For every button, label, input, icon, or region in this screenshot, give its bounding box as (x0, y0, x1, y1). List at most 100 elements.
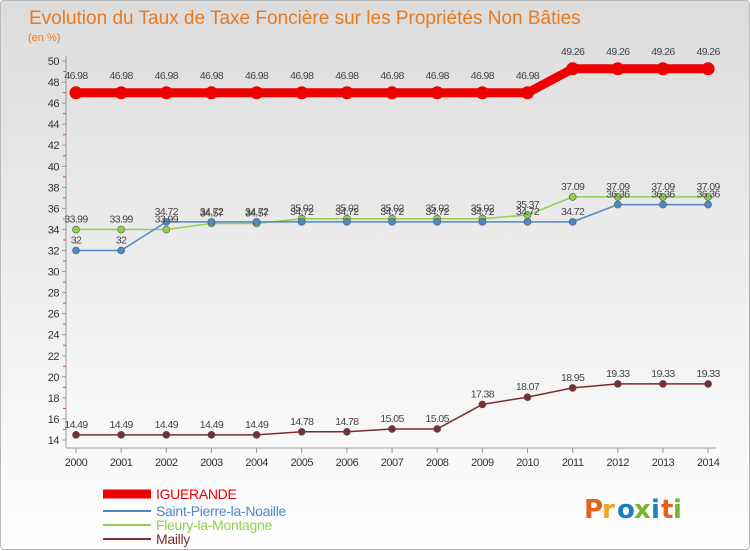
data-point (704, 193, 712, 201)
data-point (388, 218, 396, 226)
chart-title: Evolution du Taux de Taxe Foncière sur l… (29, 8, 581, 29)
y-tick-label: 42 (48, 140, 60, 152)
data-point (613, 193, 622, 201)
data-label: 34.57 (245, 207, 269, 219)
logo-letter: i (651, 495, 660, 525)
data-point (388, 425, 396, 433)
data-point (69, 86, 83, 100)
data-label: 18.95 (561, 372, 585, 384)
x-tick-label: 2006 (336, 457, 359, 469)
x-tick-label: 2001 (110, 457, 133, 469)
y-tick-label: 32 (48, 246, 60, 258)
data-point (72, 246, 80, 255)
data-label: 46.98 (200, 70, 224, 82)
x-tick-label: 2009 (471, 457, 494, 469)
data-label: 46.98 (245, 70, 269, 82)
data-point (659, 380, 667, 388)
data-label: 15.05 (380, 413, 404, 425)
data-point (659, 193, 667, 201)
legend-label: Mailly (156, 531, 190, 547)
data-label: 32 (71, 235, 82, 247)
data-point (568, 384, 577, 392)
data-label: 34.72 (561, 206, 585, 218)
y-tick-label: 30 (48, 267, 60, 279)
data-label: 34.72 (471, 206, 495, 218)
data-point (295, 86, 309, 100)
data-point (385, 86, 399, 100)
data-label: 37.09 (606, 181, 630, 193)
data-label: 46.98 (471, 70, 495, 82)
data-label: 35.02 (335, 203, 359, 215)
data-label: 35.02 (471, 203, 495, 215)
chart-subtitle: (en %) (28, 32, 60, 44)
data-point (207, 218, 216, 226)
x-tick-label: 2012 (607, 457, 630, 469)
data-point (475, 86, 489, 100)
data-label: 34.72 (516, 206, 540, 218)
y-tick-label: 14 (48, 435, 60, 447)
data-point (659, 200, 667, 209)
data-point (117, 246, 125, 255)
data-label: 32 (116, 235, 127, 247)
data-point (478, 218, 487, 226)
y-tick-label: 36 (48, 203, 60, 215)
data-point (114, 86, 128, 100)
data-point (162, 431, 171, 439)
y-tick-label: 24 (48, 330, 60, 342)
data-label: 19.33 (696, 368, 720, 380)
data-label: 14.49 (245, 419, 269, 431)
x-tick-label: 2013 (652, 457, 675, 469)
data-point (430, 86, 444, 100)
data-label: 49.26 (651, 46, 675, 58)
y-tick-label: 28 (48, 288, 60, 300)
data-point (613, 200, 622, 209)
y-tick-label: 38 (48, 182, 60, 194)
x-tick-label: 2014 (697, 457, 720, 469)
data-label: 34.72 (380, 206, 404, 218)
data-label: 36.36 (651, 189, 675, 201)
data-label: 14.78 (335, 416, 359, 428)
data-label: 34.72 (245, 206, 269, 218)
data-label: 46.98 (426, 70, 450, 82)
data-label: 37.09 (696, 181, 720, 193)
data-point (523, 393, 532, 401)
data-label: 37.09 (561, 181, 585, 193)
logo-letter: r (602, 495, 615, 525)
y-tick-label: 46 (48, 98, 60, 110)
data-point (613, 380, 622, 388)
data-point (340, 86, 354, 100)
data-point (704, 200, 712, 209)
x-tick-label: 2005 (291, 457, 314, 469)
y-tick-label: 44 (48, 119, 60, 131)
y-tick-label: 34 (48, 224, 60, 236)
data-label: 34.72 (290, 206, 314, 218)
y-tick-label: 40 (48, 161, 60, 173)
data-label: 34.72 (426, 206, 450, 218)
data-label: 35.02 (290, 203, 314, 215)
legend-label: Fleury-la-Montagne (156, 517, 272, 533)
x-tick-label: 2008 (426, 457, 449, 469)
data-label: 14.49 (110, 419, 134, 431)
data-label: 46.98 (290, 70, 314, 82)
legend: IGUERANDESaint-Pierre-la-NoailleFleury-l… (103, 486, 287, 547)
x-ticks: 2000 2001 2002 2003 2004 2005 2006 2007 2008 2009… (65, 448, 720, 469)
data-label: 35.02 (426, 203, 450, 215)
data-label: 49.26 (606, 46, 630, 58)
data-label: 46.98 (64, 70, 88, 82)
data-point (433, 425, 442, 433)
proxiti-logo: Pr o x i t i (584, 495, 682, 525)
y-tick-label: 48 (48, 77, 60, 89)
logo-letter: x (634, 495, 651, 525)
data-point (117, 431, 125, 439)
x-tick-label: 2000 (65, 457, 88, 469)
series-layer (69, 62, 715, 439)
data-label: 33.99 (110, 214, 134, 226)
data-label: 49.26 (561, 46, 585, 58)
y-tick-label: 16 (48, 414, 60, 426)
data-point (343, 427, 351, 436)
data-point (250, 86, 264, 100)
data-label: 17.38 (471, 388, 495, 400)
data-label: 14.49 (64, 419, 88, 431)
data-labels: 46.98 46.98 46.98 46.98 46.98 46.98 46.98 46.98… (64, 46, 721, 431)
